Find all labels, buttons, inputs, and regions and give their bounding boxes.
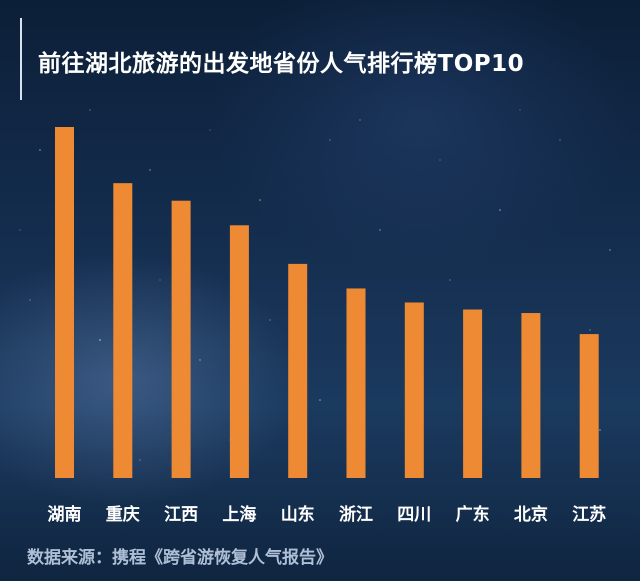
category-label-10: 江苏 <box>572 504 606 525</box>
category-label-1: 湖南 <box>48 504 82 525</box>
chart-title: 前往湖北旅游的出发地省份人气排行榜TOP10 <box>38 51 525 77</box>
category-label-2: 重庆 <box>106 504 140 525</box>
category-label-3: 江西 <box>164 505 198 525</box>
bar-8 <box>463 309 483 478</box>
category-label-4: 上海 <box>222 504 256 525</box>
category-label-5: 山东 <box>281 504 315 525</box>
category-label-9: 北京 <box>514 504 548 525</box>
bar-2 <box>113 183 133 478</box>
category-label-8: 广东 <box>456 504 490 525</box>
category-label-7: 四川 <box>397 505 431 525</box>
category-label-6: 浙江 <box>339 504 373 525</box>
bar-3 <box>171 200 191 478</box>
bar-7 <box>404 302 424 478</box>
bar-1 <box>55 127 74 478</box>
bar-9 <box>521 313 541 478</box>
bar-6 <box>346 288 366 478</box>
data-source-note: 数据来源：携程《跨省游恢复人气报告》 <box>27 548 333 568</box>
bar-10 <box>579 334 599 478</box>
title-accent-line <box>20 18 22 100</box>
bar-5 <box>288 263 308 478</box>
bar-4 <box>229 225 249 478</box>
